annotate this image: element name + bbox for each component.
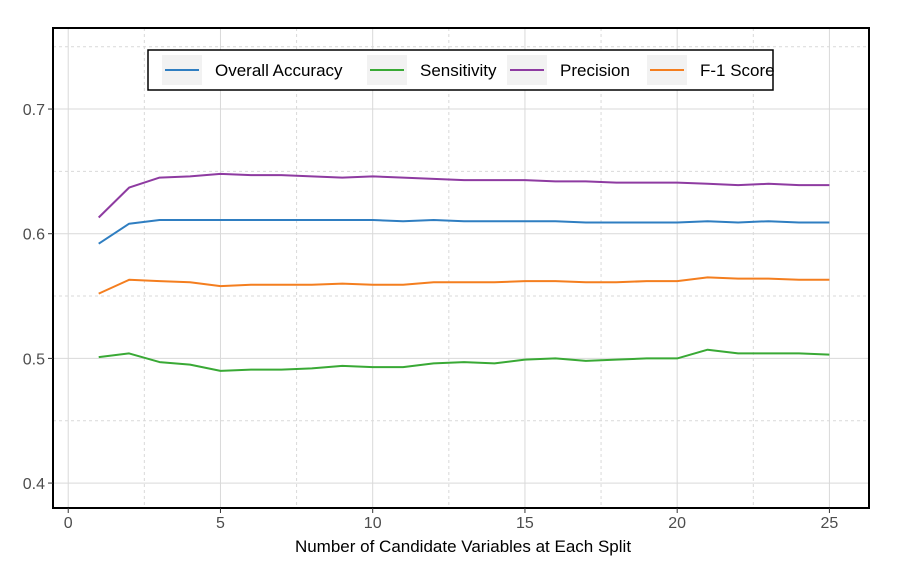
legend-item-2: Sensitivity (367, 55, 497, 85)
series-line-2 (98, 348, 830, 372)
plot-border (52, 27, 870, 509)
legend: Overall Accuracy Sensitivity Precision F-1 … (147, 49, 775, 91)
series-line-3 (97, 172, 830, 219)
y-tick-label: 0.7 (23, 102, 45, 119)
x-tick-label: 10 (364, 515, 382, 532)
legend-label: F-1 Score (700, 61, 775, 80)
legend-item-3: Precision (507, 55, 630, 85)
x-tick-label: 20 (668, 515, 686, 532)
gridlines (53, 28, 869, 508)
legend-item-1: Overall Accuracy (162, 55, 343, 85)
x-axis: 0 5 10 15 20 25 (64, 508, 839, 532)
x-tick-label: 25 (821, 515, 839, 532)
legend-label: Precision (560, 61, 630, 80)
y-tick-label: 0.5 (23, 351, 45, 368)
x-tick-label: 0 (64, 515, 73, 532)
series-layer (97, 172, 830, 372)
legend-item-4: F-1 Score (647, 55, 775, 85)
x-tick-label: 5 (216, 515, 225, 532)
y-tick-label: 0.4 (23, 476, 45, 493)
x-tick-label: 15 (516, 515, 534, 532)
legend-label: Overall Accuracy (215, 61, 343, 80)
y-axis: 0.4 0.5 0.6 0.7 (23, 102, 53, 493)
y-tick-label: 0.6 (23, 227, 45, 244)
x-axis-title: Number of Candidate Variables at Each Sp… (295, 537, 631, 556)
series-line-1 (98, 219, 830, 245)
legend-label: Sensitivity (420, 61, 497, 80)
series-line-4 (98, 276, 830, 295)
